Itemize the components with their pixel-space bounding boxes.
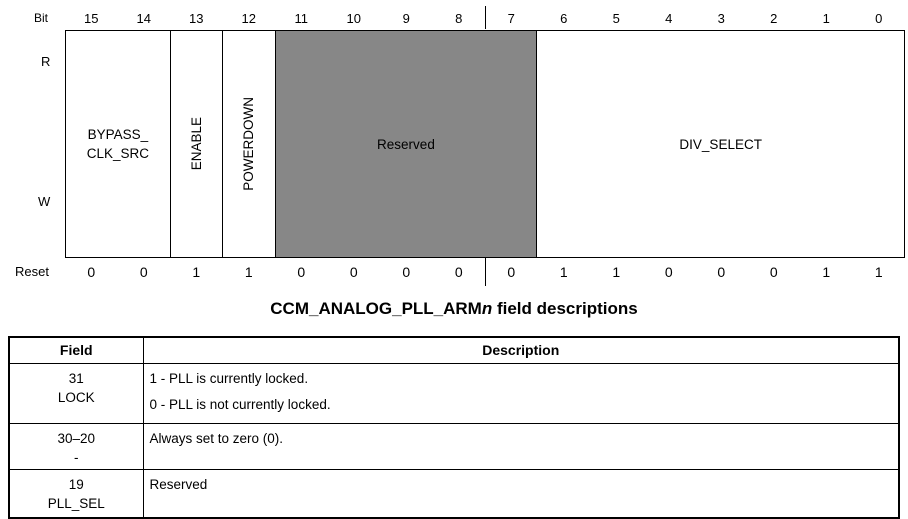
field-cell: 31 LOCK [8, 362, 144, 424]
description-line: 1 - PLL is currently locked. [149, 370, 309, 386]
field-powerdown: POWERDOWN [223, 31, 276, 257]
field-cell: 30–20 - [8, 422, 144, 470]
reset-value: 1 [244, 264, 253, 280]
field-div-select: DIV_SELECT [537, 31, 904, 257]
field-label: BYPASS_ CLK_SRC [86, 127, 150, 161]
field-label: DIV_SELECT [679, 136, 762, 152]
bit-number: 2 [770, 10, 778, 26]
reset-value: 0 [717, 264, 726, 280]
description-cell: Reserved [142, 468, 900, 519]
register-name: CCM_ANALOG_PLL_ARM [270, 299, 482, 318]
bit-number: 11 [294, 10, 309, 26]
field-name: PLL_SEL [47, 495, 105, 511]
field-label: Reserved [377, 136, 435, 152]
reset-value: 1 [559, 264, 568, 280]
reset-value: 1 [612, 264, 621, 280]
bit-number: 9 [402, 10, 410, 26]
reset-value: 0 [349, 264, 358, 280]
register-variable: n [481, 299, 493, 318]
reset-value: 1 [192, 264, 201, 280]
reset-value: 1 [822, 264, 831, 280]
field-bits: 19 [68, 476, 84, 492]
description-cell: 1 - PLL is currently locked. 0 - PLL is … [142, 362, 900, 424]
title-suffix: field descriptions [492, 299, 638, 318]
description-line: Always set to zero (0). [149, 430, 284, 446]
reset-label: Reset [15, 264, 49, 279]
reset-value: 0 [507, 264, 516, 280]
description-cell: Always set to zero (0). [142, 422, 900, 470]
bit-number: 13 [189, 10, 204, 26]
bit-number: 4 [665, 10, 673, 26]
field-reserved: Reserved [275, 31, 538, 257]
description-line: 0 - PLL is not currently locked. [149, 396, 331, 412]
register-box: BYPASS_ CLK_SRC ENABLE POWERDOWN Reserve… [65, 30, 905, 258]
reset-values-row: 0 0 1 1 0 0 0 0 0 1 1 0 0 0 1 1 [65, 258, 905, 286]
field-enable: ENABLE [171, 31, 224, 257]
reset-value: 0 [454, 264, 463, 280]
bit-number: 7 [507, 10, 515, 26]
bit-number: 3 [717, 10, 725, 26]
bit-number: 15 [84, 10, 99, 26]
reset-value: 0 [769, 264, 778, 280]
bit-number: 12 [241, 10, 256, 26]
reset-value: 0 [87, 264, 96, 280]
bit-number: 1 [822, 10, 830, 26]
bit-number: 8 [455, 10, 463, 26]
bit-number: 10 [346, 10, 361, 26]
bit-label: Bit [34, 11, 49, 25]
read-label: R [41, 54, 51, 69]
bit-number: 0 [875, 10, 883, 26]
field-column-header: Field [8, 336, 144, 364]
table-header-row: Field Description [8, 336, 900, 364]
reset-value: 1 [874, 264, 883, 280]
description-line: Reserved [149, 476, 208, 492]
field-label: POWERDOWN [241, 97, 257, 191]
table-title: CCM_ANALOG_PLL_ARMn field descriptions [0, 299, 908, 319]
reset-value: 0 [664, 264, 673, 280]
field-bypass-clk-src: BYPASS_ CLK_SRC [66, 31, 171, 257]
field-bits: 31 [68, 370, 84, 386]
field-bits: 30–20 [57, 430, 96, 446]
reset-value: 0 [297, 264, 306, 280]
reset-value: 0 [402, 264, 411, 280]
field-cell: 19 PLL_SEL [8, 468, 144, 519]
reset-group-divider [485, 258, 486, 286]
bit-group-divider [485, 6, 486, 29]
field-name: - [74, 449, 79, 465]
bit-number: 14 [136, 10, 151, 26]
bit-number: 6 [560, 10, 568, 26]
reset-value: 0 [139, 264, 148, 280]
field-label: ENABLE [188, 117, 204, 171]
table-row: 31 LOCK 1 - PLL is currently locked. 0 -… [8, 362, 900, 424]
field-name: LOCK [57, 389, 95, 405]
write-label: W [38, 194, 51, 209]
description-column-header: Description [142, 336, 900, 364]
bit-numbers-row: 15 14 13 12 11 10 9 8 7 6 5 4 3 2 1 0 [65, 8, 905, 28]
bit-number: 5 [612, 10, 620, 26]
table-row: 19 PLL_SEL Reserved [8, 468, 900, 519]
table-row: 30–20 - Always set to zero (0). [8, 422, 900, 470]
field-descriptions-table: Field Description 31 LOCK 1 - PLL is cur… [8, 336, 900, 519]
